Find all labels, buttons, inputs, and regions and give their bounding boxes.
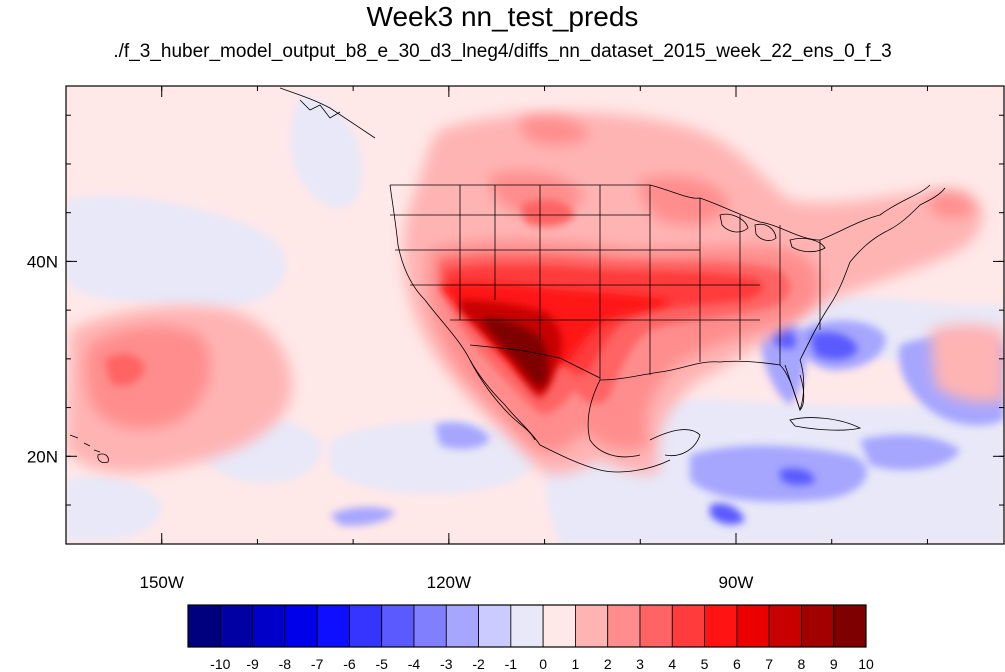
colorbar-swatch [478,604,512,648]
colorbar-swatch [575,604,609,648]
anomaly-field [66,87,1004,544]
colorbar-swatch [510,604,544,648]
colorbar-swatch [801,604,835,648]
colorbar-swatch [736,604,770,648]
colorbar-label: 10 [858,656,874,672]
colorbar-swatch [833,604,867,648]
colorbar-label: -1 [505,656,518,672]
colorbar-label: 4 [668,656,676,672]
colorbar-swatch [284,604,318,648]
lon-tick-label: 150W [140,573,184,592]
colorbar-label: 2 [604,656,612,672]
colorbar-label: 8 [798,656,806,672]
lat-tick-label: 40N [27,252,58,271]
colorbar-outline [187,604,867,648]
colorbar-swatch [704,604,738,648]
colorbar-label: -9 [246,656,259,672]
colorbar [187,604,867,648]
colorbar-label: -3 [440,656,453,672]
colorbar-swatch [187,604,221,648]
colorbar-swatch [768,604,802,648]
colorbar-swatch [219,604,253,648]
anomaly-level-7 [483,318,549,387]
colorbar-swatch [349,604,383,648]
colorbar-swatch [445,604,479,648]
lat-tick-label: 20N [27,447,58,466]
colorbar-swatch [671,604,705,648]
colorbar-swatch [381,604,415,648]
map-frame [65,85,1005,545]
colorbar-label: 7 [765,656,773,672]
colorbar-label: -4 [408,656,421,672]
colorbar-swatch [252,604,286,648]
colorbar-label: 0 [539,656,547,672]
colorbar-label: -10 [210,656,230,672]
colorbar-swatch [542,604,576,648]
colorbar-swatch [607,604,641,648]
colorbar-label: 1 [572,656,580,672]
colorbar-label: 5 [701,656,709,672]
colorbar-label: 9 [830,656,838,672]
colorbar-label: -7 [311,656,324,672]
colorbar-labels: -10 -9 -8 -7 -6 -5 -4 -3 -2 -1 0 1 2 3 4 5 6 7 8 9 10 [210,656,874,672]
axis-ticks [65,86,1004,544]
colorbar-label: -6 [343,656,356,672]
colorbar-label: 3 [636,656,644,672]
map-title: Week3 nn_test_preds [366,1,639,32]
colorbar-swatch [316,604,350,648]
colorbar-label: -8 [279,656,292,672]
colorbar-swatch [639,604,673,648]
colorbar-label: 6 [733,656,741,672]
lon-tick-label: 90W [719,573,754,592]
colorbar-swatch [413,604,447,648]
coastlines-and-borders [69,87,946,473]
map-subtitle: ./f_3_huber_model_output_b8_e_30_d3_lneg… [113,41,892,62]
lon-tick-label: 120W [427,573,471,592]
colorbar-label: -2 [472,656,485,672]
colorbar-label: -5 [375,656,388,672]
axis-tick-labels: 150W 120W 90W 40N 20N [27,252,754,592]
